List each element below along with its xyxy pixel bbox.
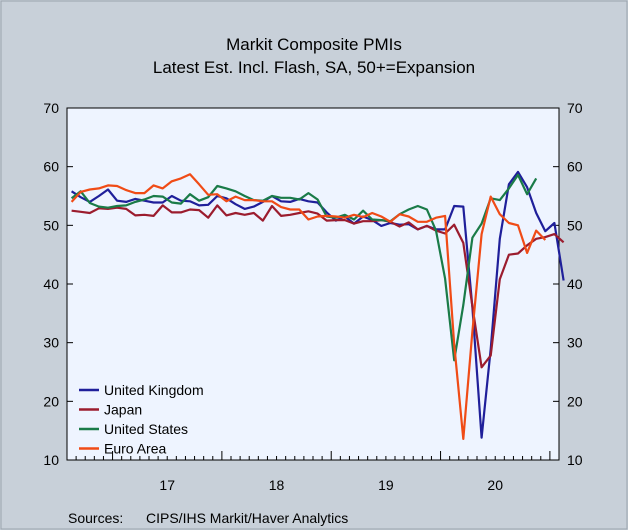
legend-label: United Kingdom [104, 382, 204, 398]
y-tick-label-left: 60 [43, 159, 59, 175]
x-year-label: 18 [269, 477, 285, 493]
x-axis: 17 18 19 20 [66, 451, 560, 493]
series-line-japan [71, 204, 565, 369]
y-tick-label-left: 70 [43, 100, 59, 116]
y-tick-label-right: 10 [567, 452, 583, 468]
legend: United Kingdom Japan United States Euro Are… [79, 382, 204, 457]
series-line-euro-area [70, 173, 547, 440]
y-tick-label-right: 60 [567, 159, 583, 175]
legend-label: Japan [104, 402, 142, 418]
sources-text: CIPS/IHS Markit/Haver Analytics [146, 510, 348, 526]
x-year-label: 19 [378, 477, 394, 493]
chart-subtitle: Latest Est. Incl. Flash, SA, 50+=Expansi… [153, 58, 475, 77]
series-line-united-states [70, 173, 538, 362]
sources-label: Sources: [68, 510, 123, 526]
series-line-united-kingdom [71, 170, 565, 439]
y-axis-right: 10 20 30 40 50 60 70 [553, 100, 583, 468]
y-tick-label-right: 40 [567, 276, 583, 292]
y-tick-label-right: 20 [567, 393, 583, 409]
x-year-label: 17 [159, 477, 175, 493]
legend-label: United States [104, 421, 188, 437]
y-tick-label-left: 50 [43, 217, 59, 233]
y-tick-label-right: 70 [567, 100, 583, 116]
y-axis-left: 10 20 30 40 50 60 70 [43, 100, 73, 468]
y-tick-label-left: 20 [43, 393, 59, 409]
y-tick-label-right: 30 [567, 335, 583, 351]
y-tick-label-left: 30 [43, 335, 59, 351]
chart-title: Markit Composite PMIs [226, 35, 402, 54]
y-tick-label-left: 40 [43, 276, 59, 292]
x-year-label: 20 [487, 477, 503, 493]
y-tick-label-right: 50 [567, 217, 583, 233]
y-tick-label-left: 10 [43, 452, 59, 468]
series-layer [70, 170, 565, 440]
legend-label: Euro Area [104, 441, 166, 457]
